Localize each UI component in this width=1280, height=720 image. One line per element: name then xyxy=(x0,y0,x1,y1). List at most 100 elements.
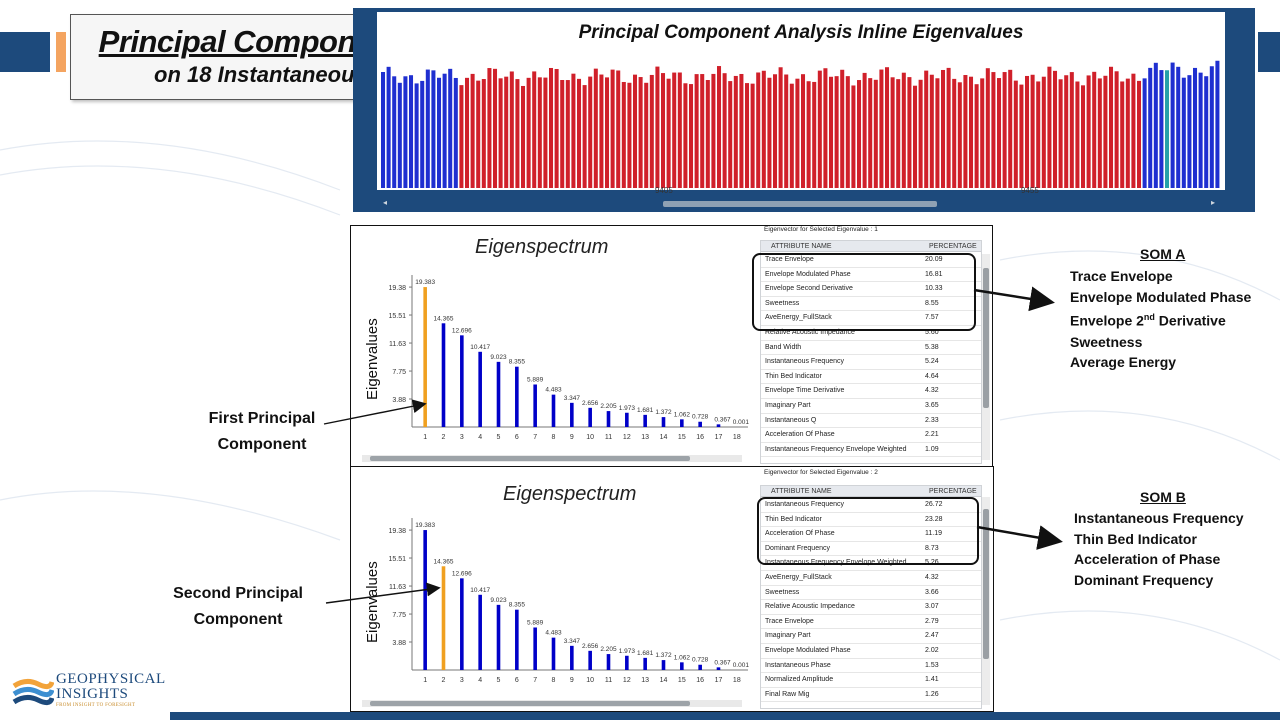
inline-bar xyxy=(739,73,744,188)
y-tick-label: 3.88 xyxy=(392,640,406,647)
inline-bar xyxy=(840,69,845,188)
percentage-cell: 5.38 xyxy=(925,343,939,351)
table-row[interactable]: Instantaneous Frequency 26.72 xyxy=(761,497,981,513)
table1-vertical-scrollbar[interactable] xyxy=(982,254,990,460)
bar-value-label: 1.681 xyxy=(637,407,654,414)
table-row[interactable]: Acceleration Of Phase 11.19 xyxy=(761,526,981,542)
bar-value-label: 0.001 xyxy=(733,662,750,669)
eigenspectrum-title-1: Eigenspectrum xyxy=(475,236,609,258)
table-row[interactable]: Envelope Modulated Phase 2.02 xyxy=(761,643,981,659)
chart2-scroll-thumb[interactable] xyxy=(370,701,690,706)
table-row[interactable]: Relative Acoustic Impedance 5.60 xyxy=(761,325,981,341)
inline-bar xyxy=(476,80,481,188)
inline-bar xyxy=(414,83,419,188)
inline-bar xyxy=(991,72,996,188)
table-row[interactable]: Instantaneous Phase 1.53 xyxy=(761,658,981,674)
percentage-cell: 5.26 xyxy=(925,559,939,567)
table1-header: ATTRIBUTE NAME PERCENTAGE xyxy=(761,241,981,252)
x-tick-label: 11 xyxy=(605,434,612,441)
table-row[interactable]: Sweetness 3.66 xyxy=(761,585,981,601)
y-tick-label: 7.75 xyxy=(392,612,406,619)
percentage-cell: 2.21 xyxy=(925,431,939,439)
som-a-item-3: Envelope 2nd Derivative xyxy=(1070,312,1226,330)
percentage-cell: 2.33 xyxy=(925,416,939,424)
attribute-name-cell: Imaginary Part xyxy=(765,632,811,640)
col-attribute-name[interactable]: ATTRIBUTE NAME xyxy=(771,488,832,495)
table-row[interactable]: Instantaneous Frequency 5.24 xyxy=(761,354,981,370)
x-tick-label: 2 xyxy=(442,434,446,441)
inline-bar xyxy=(565,80,570,188)
inline-bar xyxy=(1204,76,1209,188)
table-row[interactable]: Band Width 5.38 xyxy=(761,340,981,356)
left-accent-bar xyxy=(0,32,50,72)
eigen-bar xyxy=(570,645,574,670)
table1-scroll-thumb[interactable] xyxy=(983,268,989,408)
chart1-scrollbar[interactable] xyxy=(362,455,742,462)
inline-bar xyxy=(633,74,638,188)
table-row[interactable]: Instantaneous Frequency Envelope Weighte… xyxy=(761,555,981,571)
bar-value-label: 1.372 xyxy=(655,409,672,416)
table2-scroll-thumb[interactable] xyxy=(983,509,989,659)
inline-bar xyxy=(386,66,391,188)
table-row[interactable]: Trace Envelope 2.79 xyxy=(761,614,981,630)
percentage-cell: 1.26 xyxy=(925,690,939,698)
attribute-name-cell: AveEnergy_FullStack xyxy=(765,314,832,322)
table2-vertical-scrollbar[interactable] xyxy=(982,497,990,705)
chart2-scrollbar[interactable] xyxy=(362,700,742,707)
table-row[interactable]: AveEnergy_FullStack 4.32 xyxy=(761,570,981,586)
table-row[interactable]: Dominant Frequency 8.73 xyxy=(761,541,981,557)
col-percentage[interactable]: PERCENTAGE xyxy=(929,488,977,495)
table-row[interactable]: Imaginary Part 3.65 xyxy=(761,398,981,414)
som-a-item-1: Trace Envelope xyxy=(1070,268,1173,284)
inline-bar xyxy=(705,80,710,188)
inline-bar xyxy=(521,85,526,188)
percentage-cell: 1.53 xyxy=(925,661,939,669)
scroll-left-arrow-icon[interactable]: ◂ xyxy=(383,198,388,207)
table-row[interactable]: Imaginary Part 2.47 xyxy=(761,628,981,644)
eigenvector-caption-1: Eigenvector for Selected Eigenvalue : 1 xyxy=(764,226,878,233)
inline-bar xyxy=(1181,77,1186,188)
table-row[interactable]: AveEnergy_FullStack 7.57 xyxy=(761,310,981,326)
inline-bar xyxy=(481,79,486,188)
table-row[interactable]: Relative Acoustic Impedance 3.07 xyxy=(761,599,981,615)
table-row[interactable]: Trace Envelope 20.09 xyxy=(761,252,981,268)
inline-horizontal-scrollbar[interactable]: ◂ ▸ xyxy=(377,198,1225,208)
x-tick-label: 3 xyxy=(460,434,464,441)
inline-bar xyxy=(420,80,425,188)
scroll-right-arrow-icon[interactable]: ▸ xyxy=(1211,198,1216,207)
inline-bar xyxy=(666,78,671,188)
table-row[interactable]: Envelope Second Derivative 10.33 xyxy=(761,281,981,297)
percentage-cell: 5.60 xyxy=(925,329,939,336)
som-a-item-5: Average Energy xyxy=(1070,354,1177,371)
table-row[interactable]: Envelope Modulated Phase 16.81 xyxy=(761,267,981,283)
col-percentage[interactable]: PERCENTAGE xyxy=(929,243,977,250)
x-tick-label: 17 xyxy=(715,677,723,684)
x-tick-label: 10 xyxy=(586,677,594,684)
table-row[interactable]: Instantaneous Q 2.33 xyxy=(761,413,981,429)
eigen-bar xyxy=(588,407,592,427)
percentage-cell: 4.64 xyxy=(925,372,939,380)
inline-bar xyxy=(756,72,761,188)
table-row[interactable]: Final Raw Mig 1.26 xyxy=(761,687,981,703)
table-row[interactable]: Instantaneous Frequency Envelope Weighte… xyxy=(761,442,981,458)
eigenspectrum-chart-1: 19.38 15.51 11.63 7.75 3.88 19.383 1 14.365 2 12.… xyxy=(388,275,749,441)
eigen-bar xyxy=(606,411,611,427)
inline-scroll-thumb[interactable] xyxy=(663,201,937,207)
inline-bar xyxy=(750,83,755,188)
col-attribute-name[interactable]: ATTRIBUTE NAME xyxy=(771,243,832,250)
x-tick-label: 1 xyxy=(423,677,427,684)
inline-bar xyxy=(610,69,615,188)
table-row[interactable]: Envelope Time Derivative 4.32 xyxy=(761,383,981,399)
table-row[interactable]: Normalized Amplitude 1.41 xyxy=(761,672,981,688)
table-row[interactable]: Thin Bed Indicator 4.64 xyxy=(761,369,981,385)
table-row[interactable]: Sweetness 8.55 xyxy=(761,296,981,312)
inline-bar xyxy=(616,70,621,188)
bar-value-label: 1.681 xyxy=(637,650,654,657)
inline-bar xyxy=(935,78,940,188)
x-tick-label: 15 xyxy=(678,677,686,684)
attribute-name-cell: Imaginary Part xyxy=(765,402,811,409)
chart1-scroll-thumb[interactable] xyxy=(370,456,690,461)
percentage-cell: 10.33 xyxy=(925,285,943,293)
table-row[interactable]: Thin Bed Indicator 23.28 xyxy=(761,512,981,528)
table-row[interactable]: Acceleration Of Phase 2.21 xyxy=(761,427,981,443)
